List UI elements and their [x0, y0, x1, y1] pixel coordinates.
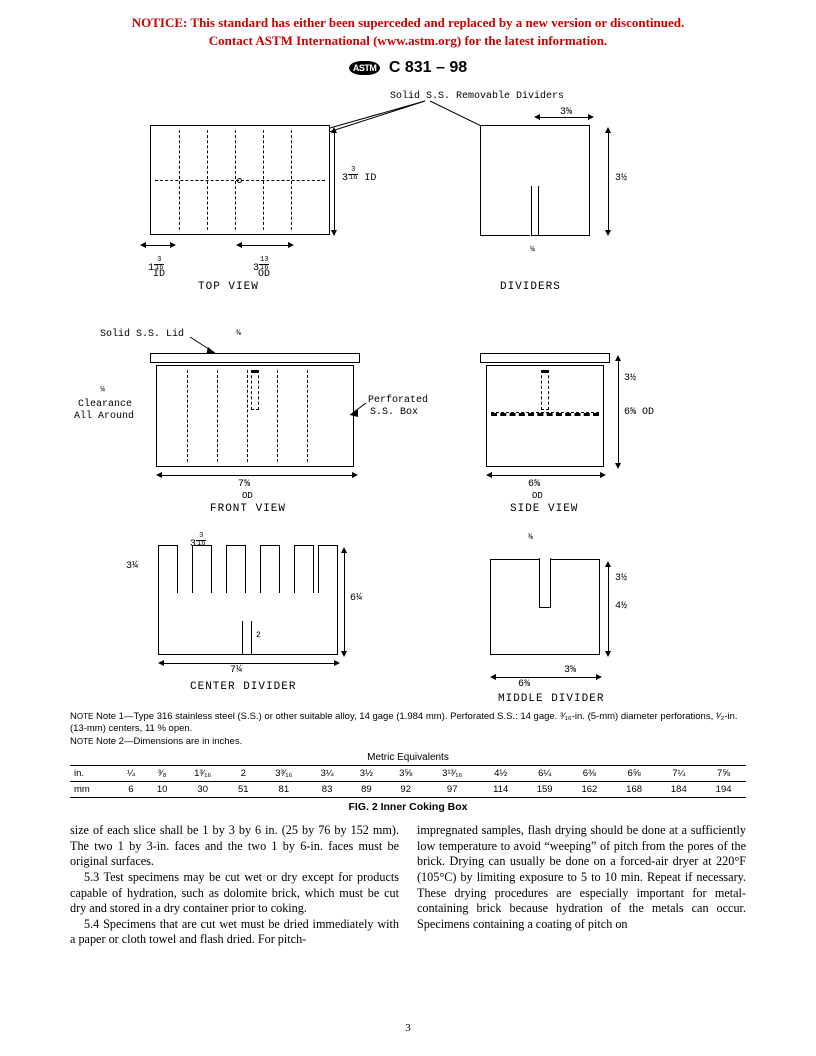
body-p3: 5.4 Specimens that are cut wet must be d…	[70, 917, 399, 948]
dim-md-w: 6⅜	[518, 679, 530, 690]
label-clearance: Clearance	[78, 399, 132, 410]
note-1: NOTE Note 1—Type 316 stainless steel (S.…	[70, 711, 746, 736]
dim-front-w: 7⅝	[238, 479, 250, 490]
label-allaround: All Around	[74, 411, 134, 422]
lid-bar	[150, 353, 360, 363]
front-view-label: FRONT VIEW	[210, 503, 286, 515]
dim-side-w: 6⅝	[528, 479, 540, 490]
dim-cd-h: 6¼	[350, 593, 362, 604]
side-box	[486, 365, 604, 467]
notice-line1: NOTICE: This standard has either been su…	[132, 15, 684, 30]
body-p2: 5.3 Test specimens may be cut wet or dry…	[70, 870, 399, 917]
label-perforated: Perforated	[368, 395, 428, 406]
middle-divider	[490, 559, 600, 655]
figure-caption: FIG. 2 Inner Coking Box	[0, 801, 816, 813]
dim-od-label: OD	[258, 269, 270, 280]
dim-cd-slot: 2	[256, 631, 261, 640]
unit-mm: mm	[70, 782, 117, 798]
unit-in: in.	[70, 766, 117, 782]
dim-div-slot: ¼	[530, 245, 535, 254]
dim-md-h1: 3½	[615, 573, 627, 584]
figure-notes: NOTE Note 1—Type 316 stainless steel (S.…	[70, 711, 746, 748]
metric-table: in. ¼³⁄₈ 1³⁄₁₆2 3³⁄₁₆3¼ 3½3⅝ 3¹³⁄₁₆4½ 6¼…	[70, 765, 746, 798]
note2-text: Note 2—Dimensions are in inches.	[96, 736, 242, 747]
note1-text: Note 1—Type 316 stainless steel (S.S.) o…	[70, 711, 738, 734]
dim-front-od: OD	[242, 491, 253, 501]
doc-header: ASTM C 831 – 98	[0, 59, 816, 77]
metric-title: Metric Equivalents	[70, 752, 746, 763]
dim-div-h: 3½	[615, 173, 627, 184]
figure-2-diagram: Solid S.S. Removable Dividers 3316 ID 13…	[70, 85, 746, 705]
page-number: 3	[0, 1022, 816, 1034]
top-view-label: TOP VIEW	[198, 281, 259, 293]
dim-lid-gap: ⅜	[236, 329, 241, 338]
body-p4: impregnated samples, flash drying should…	[417, 823, 746, 932]
table-row: mm 610 3051 8183 8992 97114 159162 16818…	[70, 782, 746, 798]
side-view-label: SIDE VIEW	[510, 503, 578, 515]
notice-banner: NOTICE: This standard has either been su…	[0, 0, 816, 53]
notice-line2: Contact ASTM International (www.astm.org…	[209, 33, 607, 48]
dim-id-height: 3316 ID	[342, 167, 376, 184]
dim-cd-w: 7¼	[230, 665, 242, 676]
dividers-box	[480, 125, 590, 235]
dim-id-label: ID	[153, 269, 165, 280]
standard-code: C 831 – 98	[389, 59, 467, 76]
center-divider-label: CENTER DIVIDER	[190, 681, 296, 693]
dim-side-h1: 3½	[624, 373, 636, 384]
dim-side-h2: 6⅝ OD	[624, 407, 654, 418]
label-lid: Solid S.S. Lid	[100, 329, 184, 340]
side-lid	[480, 353, 610, 363]
dim-md-h2: 4½	[615, 601, 627, 612]
table-row: in. ¼³⁄₈ 1³⁄₁₆2 3³⁄₁₆3¼ 3½3⅝ 3¹³⁄₁₆4½ 6¼…	[70, 766, 746, 782]
dim-cd-side: 3¼	[126, 561, 138, 572]
top-view-box	[150, 125, 330, 235]
center-divider	[158, 545, 338, 655]
astm-logo: ASTM	[349, 61, 381, 75]
dim-md-halfw: 3⅝	[564, 665, 576, 676]
dim-md-slotw: ⅜	[528, 533, 533, 542]
body-text: size of each slice shall be 1 by 3 by 6 …	[70, 823, 746, 948]
note-2: NOTE Note 2—Dimensions are in inches.	[70, 736, 746, 748]
dividers-label: DIVIDERS	[500, 281, 561, 293]
metric-table-wrap: Metric Equivalents in. ¼³⁄₈ 1³⁄₁₆2 3³⁄₁₆…	[70, 752, 746, 798]
label-ssbox: S.S. Box	[370, 407, 418, 418]
middle-divider-label: MIDDLE DIVIDER	[498, 693, 604, 705]
label-removable-dividers: Solid S.S. Removable Dividers	[390, 91, 564, 102]
front-box	[156, 365, 354, 467]
dim-clearance-val: ¼	[100, 385, 105, 394]
body-p1: size of each slice shall be 1 by 3 by 6 …	[70, 823, 399, 870]
dim-cd-top: 3316	[190, 533, 206, 550]
dim-side-od: OD	[532, 491, 543, 501]
